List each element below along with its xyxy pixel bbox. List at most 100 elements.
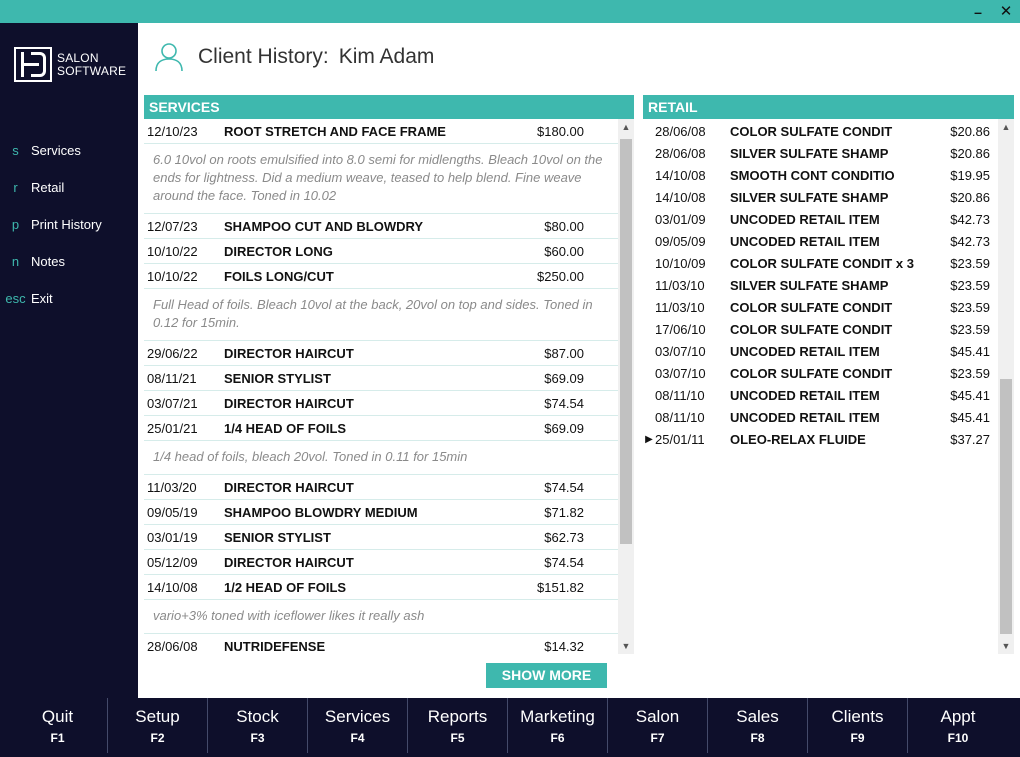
retail-price: $23.59: [950, 278, 990, 293]
service-row[interactable]: 14/10/08 1/2 HEAD OF FOILS $151.82: [144, 575, 618, 600]
service-name: 1/4 HEAD OF FOILS: [224, 421, 347, 436]
close-button[interactable]: ✕: [999, 3, 1013, 20]
retail-panel: RETAIL 28/06/08 COLOR SULFATE CONDIT $20.8…: [643, 95, 1014, 654]
service-row[interactable]: 08/11/21 SENIOR STYLIST $69.09: [144, 366, 618, 391]
fkey-appt-button[interactable]: Appt F10: [908, 698, 1008, 753]
scroll-down-icon[interactable]: ▼: [621, 641, 631, 651]
client-name: Kim Adam: [338, 45, 435, 68]
page-title: Client History: Kim Adam: [198, 45, 434, 69]
service-price: $180.00: [537, 124, 584, 139]
sidebar-item-label: Print History: [31, 217, 102, 232]
fkey-marketing-button[interactable]: Marketing F6: [508, 698, 608, 753]
retail-scrollbar[interactable]: ▲ ▼: [998, 119, 1014, 654]
service-name: DIRECTOR HAIRCUT: [224, 480, 354, 495]
retail-price: $20.86: [950, 124, 990, 139]
retail-row[interactable]: 09/05/09 UNCODED RETAIL ITEM $42.73: [643, 231, 998, 253]
fkey-code: F5: [450, 731, 465, 745]
service-row[interactable]: 10/10/22 DIRECTOR LONG $60.00: [144, 239, 618, 264]
retail-row[interactable]: 28/06/08 COLOR SULFATE CONDIT $20.86: [643, 121, 998, 143]
service-row[interactable]: 03/01/19 SENIOR STYLIST $62.73: [144, 525, 618, 550]
retail-item-name: UNCODED RETAIL ITEM: [730, 212, 880, 227]
row-marker: [643, 407, 655, 429]
retail-row[interactable]: 14/10/08 SMOOTH CONT CONDITIO $19.95: [643, 165, 998, 187]
service-row[interactable]: 29/06/22 DIRECTOR HAIRCUT $87.00: [144, 341, 618, 366]
fkey-reports-button[interactable]: Reports F5: [408, 698, 508, 753]
service-price: $250.00: [537, 269, 584, 284]
service-row[interactable]: 11/03/20 DIRECTOR HAIRCUT $74.54: [144, 475, 618, 500]
retail-price: $23.59: [950, 256, 990, 271]
scroll-down-icon[interactable]: ▼: [1001, 641, 1011, 651]
retail-row[interactable]: 08/11/10 UNCODED RETAIL ITEM $45.41: [643, 385, 998, 407]
retail-price: $20.86: [950, 146, 990, 161]
service-date: 10/10/22: [147, 269, 198, 284]
retail-row[interactable]: 03/01/09 UNCODED RETAIL ITEM $42.73: [643, 209, 998, 231]
service-date: 08/11/21: [147, 371, 197, 386]
service-row[interactable]: 12/10/23 ROOT STRETCH AND FACE FRAME $180.…: [144, 119, 618, 144]
fkey-setup-button[interactable]: Setup F2: [108, 698, 208, 753]
sidebar-item-print-history[interactable]: p Print History: [0, 206, 138, 243]
retail-row[interactable]: 03/07/10 UNCODED RETAIL ITEM $45.41: [643, 341, 998, 363]
service-row[interactable]: 05/12/09 DIRECTOR HAIRCUT $74.54: [144, 550, 618, 575]
scroll-up-icon[interactable]: ▲: [621, 122, 631, 132]
fkey-stock-button[interactable]: Stock F3: [208, 698, 308, 753]
service-row[interactable]: 09/05/19 SHAMPOO BLOWDRY MEDIUM $71.82: [144, 500, 618, 525]
retail-row[interactable]: 10/10/09 COLOR SULFATE CONDIT x 3 $23.59: [643, 253, 998, 275]
service-row[interactable]: 25/01/21 1/4 HEAD OF FOILS $69.09: [144, 416, 618, 441]
retail-price: $19.95: [950, 168, 990, 183]
service-name: NUTRIDEFENSE: [224, 639, 326, 654]
fkey-label: Services: [324, 707, 391, 726]
retail-item-name: UNCODED RETAIL ITEM: [730, 234, 880, 249]
page-title-label: Client History:: [198, 45, 329, 68]
sidebar-item-notes[interactable]: n Notes: [0, 243, 138, 280]
minimize-button[interactable]: –: [974, 4, 982, 20]
service-name: FOILS LONG/CUT: [224, 269, 334, 284]
service-row[interactable]: 03/07/21 DIRECTOR HAIRCUT $74.54: [144, 391, 618, 416]
function-key-bar: Quit F1 Setup F2 Stock F3 Services F4 Reports F5 M…: [0, 698, 1020, 757]
fkey-code: F8: [750, 731, 765, 745]
service-price: $60.00: [544, 244, 584, 259]
services-scrollbar[interactable]: ▲ ▼: [618, 119, 634, 654]
retail-row[interactable]: ▶ 25/01/11 OLEO-RELAX FLUIDE $37.27: [643, 429, 998, 451]
service-row[interactable]: 28/06/08 NUTRIDEFENSE $14.32: [144, 634, 618, 654]
scroll-up-icon[interactable]: ▲: [1001, 122, 1011, 132]
sidebar-item-services[interactable]: s Services: [0, 132, 138, 169]
fkey-services-button[interactable]: Services F4: [308, 698, 408, 753]
logo: SALON SOFTWARE: [14, 47, 126, 82]
fkey-salon-button[interactable]: Salon F7: [608, 698, 708, 753]
retail-row[interactable]: 11/03/10 SILVER SULFATE SHAMP $23.59: [643, 275, 998, 297]
show-more-button[interactable]: SHOW MORE: [486, 663, 607, 688]
retail-row[interactable]: 03/07/10 COLOR SULFATE CONDIT $23.59: [643, 363, 998, 385]
service-row[interactable]: 10/10/22 FOILS LONG/CUT $250.00: [144, 264, 618, 289]
scrollbar-thumb[interactable]: [620, 139, 632, 544]
title-bar: – ✕: [0, 0, 1020, 23]
fkey-sales-button[interactable]: Sales F8: [708, 698, 808, 753]
sidebar-item-retail[interactable]: r Retail: [0, 169, 138, 206]
fkey-clients-button[interactable]: Clients F9: [808, 698, 908, 753]
page-header: Client History: Kim Adam: [152, 40, 434, 74]
retail-item-name: COLOR SULFATE CONDIT: [730, 124, 893, 139]
scrollbar-thumb[interactable]: [1000, 379, 1012, 634]
retail-item-name: UNCODED RETAIL ITEM: [730, 410, 880, 425]
fkey-quit-button[interactable]: Quit F1: [8, 698, 108, 753]
sidebar-item-exit[interactable]: esc Exit: [0, 280, 138, 317]
logo-line-2: SOFTWARE: [57, 63, 127, 78]
retail-date: 10/10/09: [655, 256, 706, 271]
fkey-label: Setup: [135, 707, 180, 726]
service-price: $69.09: [544, 371, 584, 386]
retail-item-name: OLEO-RELAX FLUIDE: [730, 432, 866, 447]
row-marker: [643, 385, 655, 407]
retail-row[interactable]: 14/10/08 SILVER SULFATE SHAMP $20.86: [643, 187, 998, 209]
services-heading: SERVICES: [144, 95, 634, 119]
retail-row[interactable]: 08/11/10 UNCODED RETAIL ITEM $45.41: [643, 407, 998, 429]
retail-date: 09/05/09: [655, 234, 706, 249]
sidebar-item-label: Exit: [31, 291, 53, 306]
row-marker: [643, 363, 655, 385]
retail-item-name: COLOR SULFATE CONDIT: [730, 300, 893, 315]
service-row[interactable]: 12/07/23 SHAMPOO CUT AND BLOWDRY $80.00: [144, 214, 618, 239]
retail-row[interactable]: 17/06/10 COLOR SULFATE CONDIT $23.59: [643, 319, 998, 341]
retail-row[interactable]: 28/06/08 SILVER SULFATE SHAMP $20.86: [643, 143, 998, 165]
service-price: $74.54: [544, 480, 584, 495]
sidebar-item-label: Retail: [31, 180, 65, 195]
retail-row[interactable]: 11/03/10 COLOR SULFATE CONDIT $23.59: [643, 297, 998, 319]
service-date: 28/06/08: [147, 639, 198, 654]
